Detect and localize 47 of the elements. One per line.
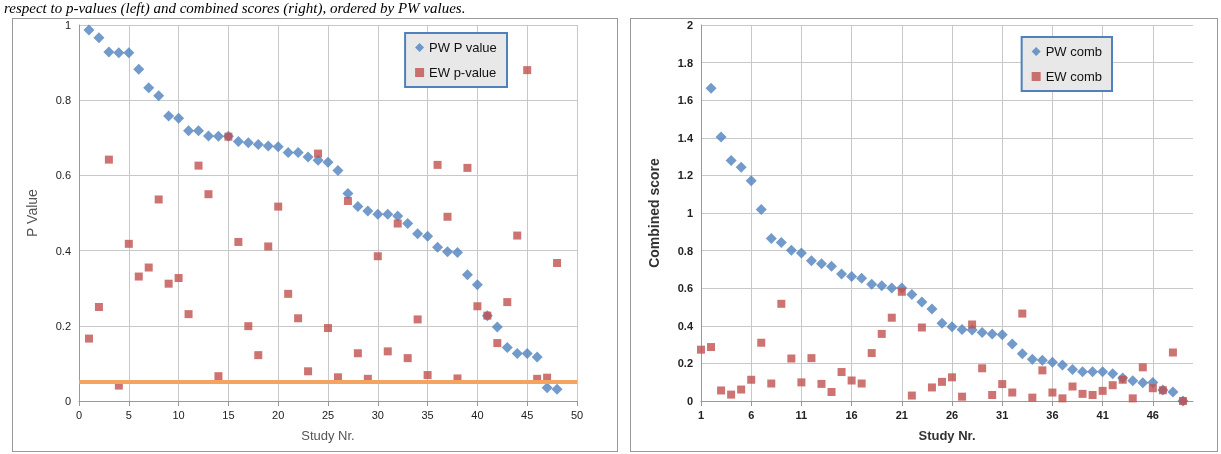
y-tick-label: 1 — [686, 207, 693, 219]
y-tick-label: 1.6 — [677, 94, 693, 107]
x-tick-label: 11 — [795, 408, 808, 421]
y-tick-label: 0.6 — [55, 169, 71, 182]
x-tick-label: 31 — [996, 408, 1009, 421]
y-tick-label: 1.8 — [677, 56, 693, 69]
y-tick-label: 0.2 — [677, 357, 693, 370]
y-tick-label: 0.4 — [677, 319, 694, 332]
y-tick-label: 0.8 — [55, 94, 71, 107]
y-axis-title: Combined score — [646, 157, 662, 268]
legend-label: PW P value — [429, 40, 497, 55]
x-tick-label: 21 — [895, 408, 908, 421]
y-tick-label: 1.2 — [677, 169, 693, 182]
y-tick-label: 0.6 — [677, 282, 693, 295]
x-tick-label: 45 — [521, 408, 534, 421]
x-tick-label: 26 — [945, 408, 959, 421]
x-tick-label: 5 — [125, 408, 132, 421]
y-tick-label: 0.8 — [677, 244, 693, 257]
y-tick-label: 0.4 — [55, 244, 71, 257]
legend-label: EW comb — [1045, 69, 1102, 84]
x-tick-label: 0 — [75, 408, 83, 421]
y-tick-label: 2 — [686, 19, 693, 31]
x-tick-label: 50 — [570, 408, 584, 421]
text: respect to p-values (left) and combined scores (right), ordered by PW values. — [4, 0, 466, 17]
x-tick-label: 15 — [222, 408, 235, 421]
y-tick-label: 0 — [686, 395, 693, 407]
x-tick-label: 35 — [421, 408, 434, 421]
x-tick-label: 46 — [1146, 408, 1159, 421]
x-tick-label: 16 — [845, 408, 858, 421]
x-tick-label: 40 — [471, 408, 484, 421]
y-tick-label: 1.4 — [677, 131, 694, 144]
y-tick-label: 0 — [64, 395, 71, 407]
x-tick-label: 25 — [321, 408, 335, 421]
x-tick-label: 10 — [172, 408, 185, 421]
x-axis-title: Study Nr. — [918, 428, 976, 443]
y-tick-label: 1 — [64, 19, 71, 31]
x-tick-label: 30 — [371, 408, 384, 421]
x-axis-title: Study Nr. — [301, 428, 355, 443]
x-tick-label: 20 — [272, 408, 285, 421]
y-axis-title: P Value — [24, 188, 40, 237]
y-tick-label: 0.2 — [55, 319, 71, 332]
x-tick-label: 1 — [697, 408, 705, 421]
x-tick-label: 41 — [1096, 408, 1109, 421]
x-tick-label: 36 — [1046, 408, 1059, 421]
legend-label: EW p-value — [429, 65, 497, 80]
legend-label: PW comb — [1045, 44, 1102, 59]
x-tick-label: 6 — [748, 408, 755, 421]
